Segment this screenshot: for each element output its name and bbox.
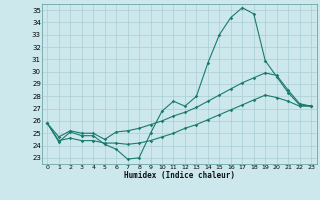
X-axis label: Humidex (Indice chaleur): Humidex (Indice chaleur) xyxy=(124,171,235,180)
